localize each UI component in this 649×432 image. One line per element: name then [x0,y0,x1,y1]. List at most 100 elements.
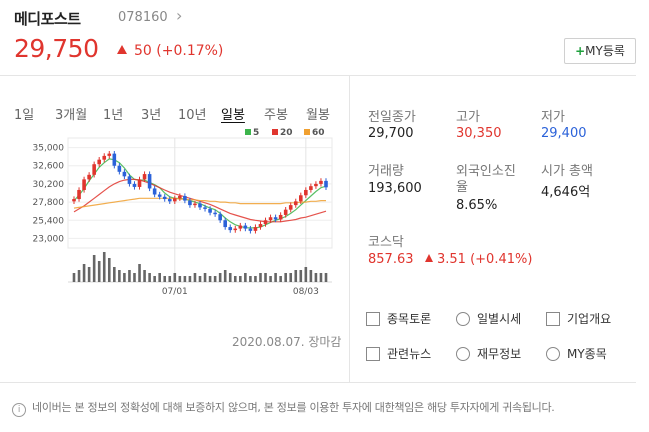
volume-bar [259,273,262,282]
volume-bar [178,276,182,282]
volume-bar [254,276,257,282]
volume-bar [87,267,91,282]
tool-label: 기업개요 [567,312,612,326]
candle [203,207,207,209]
volume-bar [183,276,187,282]
volume-bar [294,270,298,282]
divider [0,382,636,383]
candle [137,179,142,187]
candle [238,225,243,229]
news-icon [366,347,380,361]
stock-code: 078160 [118,10,168,25]
volume-bar [118,270,121,282]
candle [273,217,278,220]
candle [117,165,122,172]
volume-bar [233,276,237,282]
volume-bar [102,252,106,282]
index-value: 857.63 [368,252,414,267]
candle [157,194,162,197]
volume-bar [299,270,303,282]
volume-bar [113,267,116,282]
candle [193,203,197,206]
legend-ma20: 20 [272,128,293,138]
high-value: 30,350 [456,126,502,141]
financial-info-link[interactable]: 재무정보 [456,345,521,362]
price-change-value: 50 (+0.17%) [134,43,224,59]
candle [288,205,293,210]
legend-label: 20 [280,128,293,138]
tab-4[interactable]: 10년 [178,108,207,123]
tab-7[interactable]: 월봉 [306,108,330,123]
candle [97,159,101,165]
volume-bar [188,276,192,282]
volume-bar [107,258,111,282]
index-label[interactable]: 코스닥 [368,235,404,250]
candle [152,188,157,195]
candle [162,196,167,200]
company-overview-link[interactable]: 기업개요 [546,310,611,327]
volume-bar [304,267,308,282]
candle [167,199,172,202]
legend-swatch [245,129,251,135]
my-stocks-link[interactable]: MY종목 [546,345,607,362]
candle [283,209,288,215]
low-value: 29,400 [541,126,587,141]
volume-bar [269,276,272,282]
tab-3[interactable]: 3년 [141,108,162,123]
market-close-date: 2020.08.07. 장마감 [232,335,342,349]
candle [173,198,177,202]
my-register-label: MY등록 [585,44,625,58]
volume-bar [133,273,136,282]
chevron-right-icon[interactable]: › [176,6,183,25]
tab-6[interactable]: 주봉 [264,108,288,123]
legend-swatch [304,129,310,135]
tool-label: 관련뉴스 [387,347,432,361]
volume-value: 193,600 [368,181,422,196]
tab-2[interactable]: 1년 [103,108,124,123]
discussion-link[interactable]: 종목토론 [366,310,431,327]
volume-bar [163,276,167,282]
tab-0[interactable]: 1일 [14,108,35,123]
y-tick-label: 27,800 [33,198,65,208]
low-label: 저가 [541,110,565,125]
candle [72,199,76,202]
x-tick-label: 08/03 [293,287,319,297]
pie-chart-icon [456,347,470,361]
stock-name[interactable]: 메디포스트 [14,10,81,28]
candle [188,200,192,206]
person-icon [546,347,560,361]
divider-vertical [349,76,350,382]
candle [304,189,308,196]
volume-bar [198,276,202,282]
legend-label: 5 [253,128,260,138]
volume-bar [228,273,232,282]
tab-5[interactable]: 일봉 [221,108,245,123]
volume-bar [143,270,146,282]
candle [112,153,117,166]
volume-bar [173,273,177,282]
candle [183,196,187,201]
volume-bar [274,273,277,282]
volume-bar [264,273,267,282]
ma-line-5 [73,158,327,229]
tool-label: 종목토론 [387,312,432,326]
candle [122,171,127,177]
plot-frame [67,137,333,249]
candle [258,224,263,228]
related-news-link[interactable]: 관련뉴스 [366,345,431,362]
candle [299,195,303,202]
index-change: 3.51 (+0.41%) [425,252,532,267]
my-register-button[interactable]: +MY등록 [564,38,636,64]
volume-bar [213,276,217,282]
candle [142,174,147,180]
candle [253,227,258,231]
candle [218,214,222,221]
stock-chart[interactable]: 35,000 32,600 30,200 27,800 25,400 23,000 07/0… [0,136,345,306]
legend-ma60: 60 [304,128,325,138]
volume-bar [128,270,131,282]
daily-price-link[interactable]: 일별시세 [456,310,521,327]
tab-1[interactable]: 3개월 [55,108,88,123]
candle [198,203,202,208]
x-tick-label: 07/01 [162,287,188,297]
volume-bar [279,276,282,282]
